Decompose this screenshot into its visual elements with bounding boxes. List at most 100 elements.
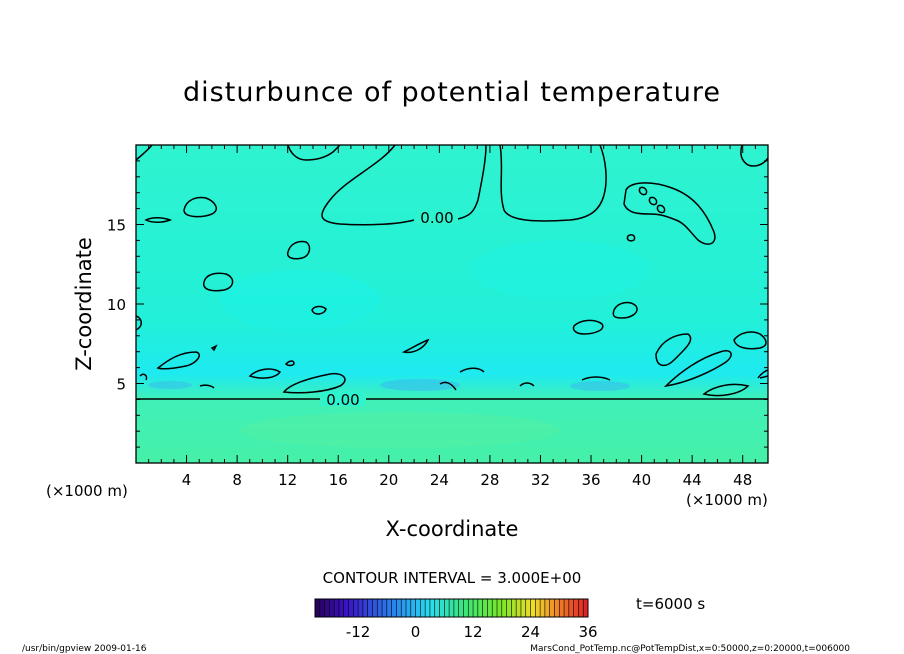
colorbar-cell bbox=[396, 599, 402, 617]
colorbar-cell bbox=[506, 599, 512, 617]
colorbar-cell bbox=[578, 599, 584, 617]
colorbar-tick-label: 24 bbox=[521, 623, 540, 641]
colorbar-cell bbox=[468, 599, 474, 617]
footer-left: /usr/bin/gpview 2009-01-16 bbox=[22, 644, 147, 654]
contour-line bbox=[648, 196, 658, 206]
colorbar-cell bbox=[544, 599, 550, 617]
y-axis-label: Z-coordinate bbox=[72, 237, 96, 371]
chart-title: disturbunce of potential temperature bbox=[183, 77, 721, 108]
colorbar-cell bbox=[482, 599, 488, 617]
contour-line bbox=[499, 144, 607, 222]
colorbar-cell bbox=[348, 599, 354, 617]
x-axis-label: X-coordinate bbox=[386, 517, 519, 541]
colorbar-cell bbox=[487, 599, 493, 617]
colorbar-cell bbox=[338, 599, 345, 617]
field-patch bbox=[148, 381, 192, 389]
y-tick-label: 15 bbox=[107, 217, 126, 235]
contour-field bbox=[136, 145, 768, 463]
contour-line bbox=[740, 144, 769, 167]
colorbar-cell bbox=[343, 599, 349, 617]
colorbar-cell bbox=[549, 599, 555, 617]
colorbar-cell bbox=[525, 599, 531, 617]
colorbar-cell bbox=[353, 599, 359, 617]
contour-line bbox=[663, 350, 732, 388]
colorbar-cell bbox=[458, 599, 464, 617]
field-patch bbox=[380, 379, 460, 391]
colorbar-cell bbox=[358, 599, 364, 617]
colorbar-cell bbox=[559, 599, 565, 617]
colorbar-cell bbox=[420, 599, 426, 617]
contour-line bbox=[572, 319, 604, 335]
contour-line bbox=[282, 372, 346, 394]
contour-line bbox=[287, 144, 341, 161]
colorbar-cell bbox=[367, 599, 373, 617]
colorbar-cell bbox=[535, 599, 541, 617]
contour-line bbox=[135, 315, 142, 331]
contour-line bbox=[612, 301, 638, 319]
contour-line bbox=[459, 367, 485, 373]
contour-line bbox=[656, 204, 666, 214]
colorbar-frame bbox=[314, 598, 589, 618]
colorbar-cell bbox=[516, 599, 522, 617]
colorbar-cell bbox=[425, 599, 431, 617]
colorbar-tick-label: -12 bbox=[346, 623, 371, 641]
colorbar-cell bbox=[511, 599, 517, 617]
x-tick-label: 8 bbox=[232, 471, 242, 489]
x-tick-label: 24 bbox=[430, 471, 449, 489]
field-patch bbox=[220, 270, 380, 330]
y-axis-unit: (×1000 m) bbox=[46, 482, 128, 500]
contour-line bbox=[183, 196, 217, 218]
contour-line bbox=[284, 360, 295, 367]
colorbar-cell bbox=[477, 599, 483, 617]
colorbar-cell bbox=[501, 599, 507, 617]
colorbar-tick-label: 12 bbox=[464, 623, 483, 641]
contour-line bbox=[623, 182, 716, 245]
x-tick-label: 44 bbox=[683, 471, 702, 489]
x-axis-unit: (×1000 m) bbox=[686, 491, 768, 509]
colorbar-cell bbox=[439, 599, 445, 617]
colorbar-cell bbox=[406, 599, 412, 617]
contour-line bbox=[655, 333, 692, 367]
colorbar-cell bbox=[362, 599, 368, 617]
contour-line bbox=[203, 272, 234, 292]
colorbar-cell bbox=[401, 599, 407, 617]
x-tick-label: 36 bbox=[581, 471, 600, 489]
y-axis-ticks: 5 10 15 bbox=[107, 160, 768, 448]
colorbar-cell bbox=[497, 599, 503, 617]
contour-line bbox=[581, 376, 611, 381]
colorbar-cell bbox=[449, 599, 455, 617]
contour-line bbox=[199, 384, 215, 389]
colorbar-cell bbox=[429, 599, 436, 617]
colorbar-cell bbox=[444, 599, 450, 617]
contour-line bbox=[135, 144, 153, 161]
x-axis-ticks: 4 8 12 16 20 24 28 32 36 40 44 48 bbox=[148, 145, 756, 489]
contour-line bbox=[519, 382, 535, 387]
colorbar-cell bbox=[540, 599, 546, 617]
contour-labels: 0.00 0.00 bbox=[321, 209, 458, 409]
colorbar-cell bbox=[315, 599, 321, 617]
colorbar-cell bbox=[463, 599, 469, 617]
x-tick-label: 28 bbox=[480, 471, 499, 489]
colorbar-ticks: -12 0 12 24 36 bbox=[346, 623, 598, 641]
contour-line bbox=[144, 217, 173, 223]
contour-line bbox=[139, 373, 148, 381]
contour-line bbox=[439, 381, 457, 391]
contour-interval-label: CONTOUR INTERVAL = 3.000E+00 bbox=[323, 569, 582, 587]
contour-line bbox=[156, 351, 200, 370]
colorbar-cell bbox=[386, 599, 392, 617]
contour-line bbox=[626, 234, 636, 242]
contour-label: 0.00 bbox=[420, 209, 453, 227]
x-tick-label: 20 bbox=[379, 471, 398, 489]
colorbar-cell bbox=[453, 599, 459, 617]
colorbar-cell bbox=[583, 599, 589, 617]
contour-line bbox=[401, 338, 430, 354]
x-tick-label: 32 bbox=[531, 471, 550, 489]
contour-line bbox=[321, 144, 415, 226]
x-tick-label: 48 bbox=[733, 471, 752, 489]
colorbar-cell bbox=[492, 599, 498, 617]
colorbar-cell bbox=[473, 599, 479, 617]
field-patch bbox=[570, 381, 630, 391]
colorbar-cell bbox=[377, 599, 383, 617]
x-tick-label: 12 bbox=[278, 471, 297, 489]
